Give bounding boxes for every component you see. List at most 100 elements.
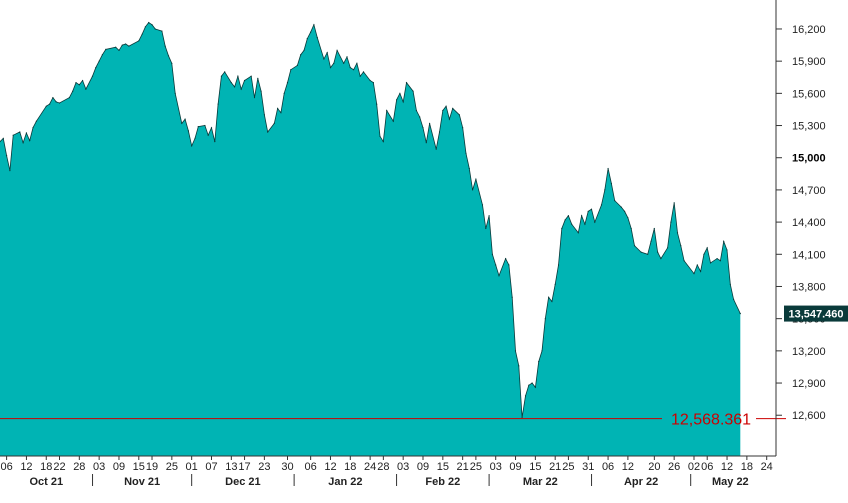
x-tick-label: 18 — [344, 461, 356, 473]
x-tick-label: 15 — [437, 461, 449, 473]
data-point — [442, 109, 444, 112]
data-point — [184, 118, 186, 120]
data-point — [151, 24, 153, 26]
x-tick-label: 26 — [668, 461, 680, 473]
data-point — [240, 88, 242, 90]
data-point — [257, 77, 259, 79]
data-point — [121, 44, 123, 46]
x-tick-label: 28 — [377, 461, 389, 473]
data-point — [505, 258, 507, 260]
data-point — [610, 182, 613, 185]
data-point — [544, 318, 546, 320]
data-point — [528, 384, 530, 386]
data-point — [508, 264, 510, 266]
data-point — [346, 56, 348, 58]
data-point — [700, 270, 702, 273]
y-tick-label: 14,700 — [792, 185, 826, 197]
data-point — [657, 251, 659, 253]
data-point — [614, 200, 616, 202]
x-tick-label: 25 — [562, 461, 574, 473]
x-tick-label: 15 — [133, 461, 145, 473]
x-tick-label: 30 — [281, 461, 293, 473]
data-point — [333, 62, 335, 64]
y-tick-label: 15,900 — [792, 56, 826, 68]
data-point — [2, 137, 4, 139]
data-point — [587, 210, 589, 212]
data-point — [399, 92, 401, 94]
data-point — [343, 62, 345, 64]
data-point — [676, 232, 679, 234]
data-point — [19, 131, 21, 133]
y-tick-label: 15,600 — [792, 88, 826, 100]
data-point — [571, 223, 573, 225]
month-label: Oct 21 — [29, 476, 63, 488]
data-point — [125, 43, 127, 45]
data-point — [475, 178, 477, 180]
data-point — [627, 217, 629, 219]
data-point — [412, 90, 414, 92]
data-point — [68, 97, 70, 99]
data-point — [207, 134, 209, 136]
data-point — [673, 202, 675, 204]
data-point — [144, 26, 146, 28]
data-point — [422, 127, 424, 129]
data-point — [514, 350, 517, 352]
data-point — [405, 82, 408, 84]
data-point — [283, 92, 285, 94]
data-point — [191, 145, 193, 147]
y-tick-label: 12,900 — [792, 378, 826, 390]
data-point — [402, 101, 404, 103]
data-point — [141, 33, 143, 35]
area-fill-0 — [0, 22, 741, 456]
data-point — [445, 105, 447, 107]
data-point — [564, 219, 566, 221]
y-tick-label: 16,200 — [792, 24, 826, 36]
x-tick-label: 25 — [470, 461, 482, 473]
data-point — [101, 54, 103, 56]
x-tick-label: 24 — [364, 461, 376, 473]
data-point — [326, 52, 328, 54]
data-point — [485, 227, 487, 230]
data-point — [435, 148, 437, 150]
data-point — [148, 21, 150, 24]
data-point — [316, 37, 318, 39]
data-point — [115, 46, 117, 48]
data-point — [0, 141, 1, 143]
data-point — [577, 232, 579, 234]
data-point — [273, 122, 275, 124]
y-tick-label: 13,200 — [792, 346, 826, 358]
data-point — [683, 260, 685, 262]
data-point — [280, 112, 282, 114]
x-tick-label: 22 — [53, 461, 65, 473]
data-point — [425, 142, 427, 144]
data-point — [306, 38, 308, 40]
data-point — [561, 227, 563, 230]
data-point — [313, 24, 315, 26]
data-point — [647, 253, 649, 255]
data-point — [719, 260, 722, 262]
data-point — [438, 131, 441, 133]
data-point — [369, 79, 371, 82]
x-tick-label: 07 — [205, 461, 217, 473]
month-label: Apr 22 — [624, 476, 658, 488]
data-point — [250, 75, 252, 77]
data-point — [594, 221, 596, 223]
data-point — [58, 102, 61, 104]
data-point — [187, 130, 189, 132]
data-point — [323, 58, 325, 60]
data-point — [154, 28, 156, 30]
data-point — [723, 240, 725, 242]
data-point — [164, 45, 166, 47]
data-point — [35, 120, 38, 122]
month-label: Dec 21 — [225, 476, 260, 488]
data-point — [567, 215, 570, 217]
x-tick-label: 20 — [648, 461, 660, 473]
data-point — [458, 114, 460, 116]
data-point — [372, 82, 374, 84]
x-tick-label: 19 — [146, 461, 158, 473]
data-point — [296, 64, 298, 66]
x-axis: 06 12 18 22 28 03 09 15 19 25 01 07 13 17 23 30 06 12 18 24… — [0, 455, 776, 488]
month-label: Jan 22 — [328, 476, 362, 488]
last-value-box — [784, 305, 848, 322]
